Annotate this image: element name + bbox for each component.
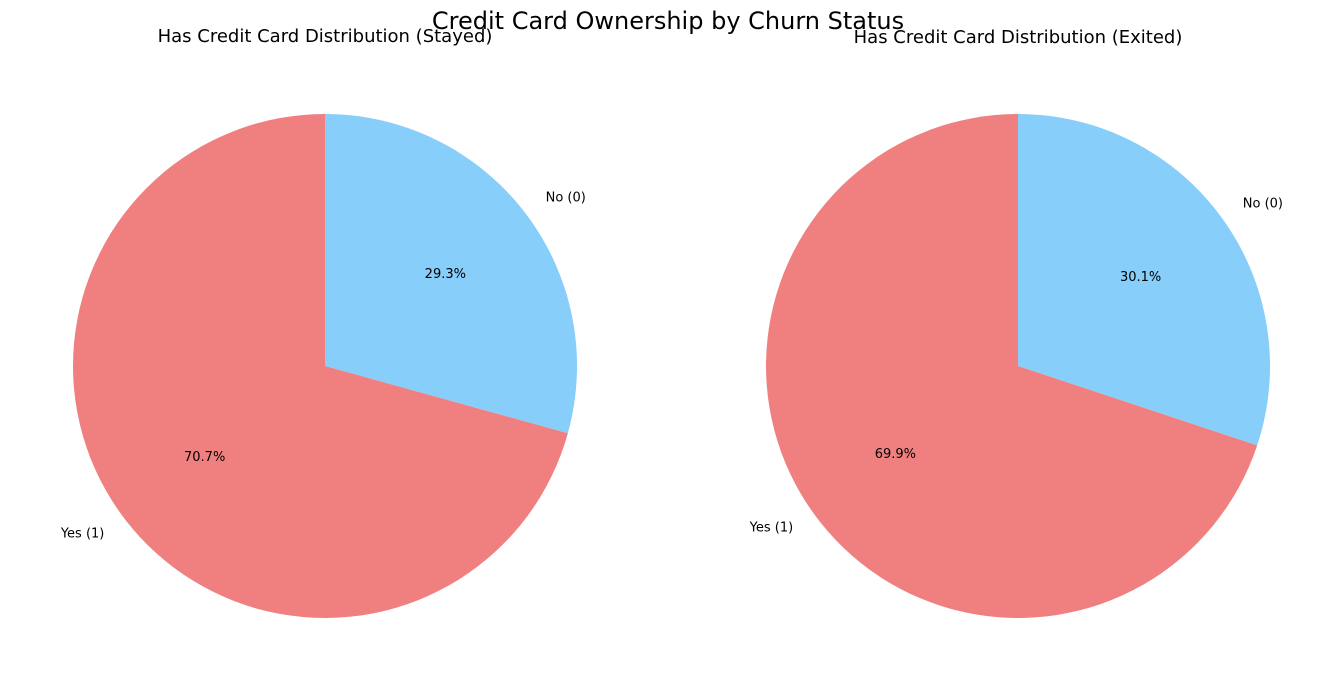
pct-label-stayed-yes: 70.7%	[184, 450, 225, 465]
pct-label-exited-no: 30.1%	[1120, 270, 1161, 285]
pie-slice-exited-yes	[766, 114, 1258, 618]
pct-label-stayed-no: 29.3%	[425, 267, 466, 282]
slice-label-stayed-yes: Yes (1)	[60, 526, 105, 541]
pie-chart-stayed: No (0) 29.3% Yes (1) 70.7%	[60, 114, 586, 618]
chart-title-exited: Has Credit Card Distribution (Exited)	[854, 27, 1183, 48]
pie-chart-exited: No (0) 30.1% Yes (1) 69.9%	[749, 114, 1283, 618]
pie-slice-stayed-yes	[73, 114, 568, 618]
slice-label-exited-no: No (0)	[1243, 196, 1283, 211]
pie-slice-exited-no	[1018, 114, 1270, 446]
pie-slice-stayed-no	[325, 114, 577, 434]
figure-title: Credit Card Ownership by Churn Status	[432, 7, 904, 35]
slice-label-stayed-no: No (0)	[546, 191, 586, 206]
pct-label-exited-yes: 69.9%	[875, 447, 916, 462]
slice-label-exited-yes: Yes (1)	[749, 521, 794, 536]
chart-title-stayed: Has Credit Card Distribution (Stayed)	[158, 26, 493, 47]
